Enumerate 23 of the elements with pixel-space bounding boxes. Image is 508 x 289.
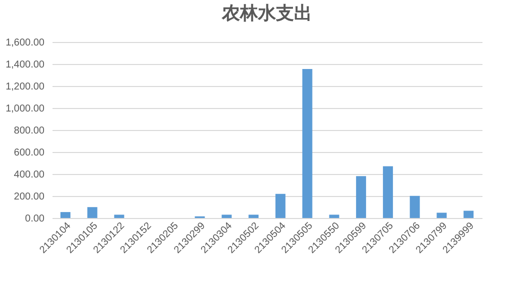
bar <box>60 212 70 218</box>
bar <box>302 69 312 218</box>
bar <box>356 176 366 218</box>
bar <box>464 210 474 218</box>
y-tick-label: 1,200.00 <box>6 82 45 92</box>
y-tick-label: 0.00 <box>25 214 45 224</box>
y-tick-label: 1,600.00 <box>6 38 45 48</box>
bar <box>222 214 232 218</box>
chart-title: 农林水支出 <box>221 3 312 24</box>
bar <box>87 207 98 218</box>
bar <box>114 214 124 218</box>
y-tick-label: 400.00 <box>14 170 45 180</box>
bar <box>410 196 420 218</box>
bar <box>382 166 393 218</box>
bar <box>275 194 286 218</box>
y-tick-label: 1,400.00 <box>6 60 45 70</box>
bar <box>248 214 259 218</box>
y-tick-label: 200.00 <box>14 192 45 202</box>
bar <box>329 214 340 218</box>
y-tick-label: 600.00 <box>14 148 45 158</box>
bar <box>436 212 447 218</box>
y-tick-label: 800.00 <box>14 126 45 136</box>
y-tick-label: 1,000.00 <box>6 104 45 114</box>
